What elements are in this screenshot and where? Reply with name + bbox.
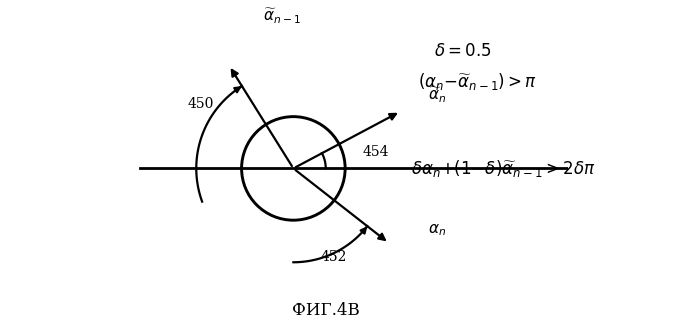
Text: $\widetilde{\alpha}_{n-1}$: $\widetilde{\alpha}_{n-1}$ <box>263 7 301 26</box>
Text: $\alpha_{n}$: $\alpha_{n}$ <box>428 222 446 238</box>
Text: 452: 452 <box>321 250 347 264</box>
Text: 454: 454 <box>363 145 389 159</box>
Text: ФИГ.4В: ФИГ.4В <box>292 302 360 319</box>
Text: $\widetilde{\alpha}_{n}$: $\widetilde{\alpha}_{n}$ <box>428 86 446 105</box>
Text: $(\alpha_{n}$$-$$\widetilde{\alpha}_{n-1})$$>$$\pi$: $(\alpha_{n}$$-$$\widetilde{\alpha}_{n-1… <box>418 71 537 92</box>
Text: $\delta\alpha_{n}$$+$$(1$$-$$\delta)$$\widetilde{\alpha}_{n-1}$$>$$2\delta\pi$: $\delta\alpha_{n}$$+$$(1$$-$$\delta)$$\w… <box>412 158 596 179</box>
Text: 450: 450 <box>188 97 214 111</box>
Text: $\delta$$=$$0.5$: $\delta$$=$$0.5$ <box>434 43 491 60</box>
